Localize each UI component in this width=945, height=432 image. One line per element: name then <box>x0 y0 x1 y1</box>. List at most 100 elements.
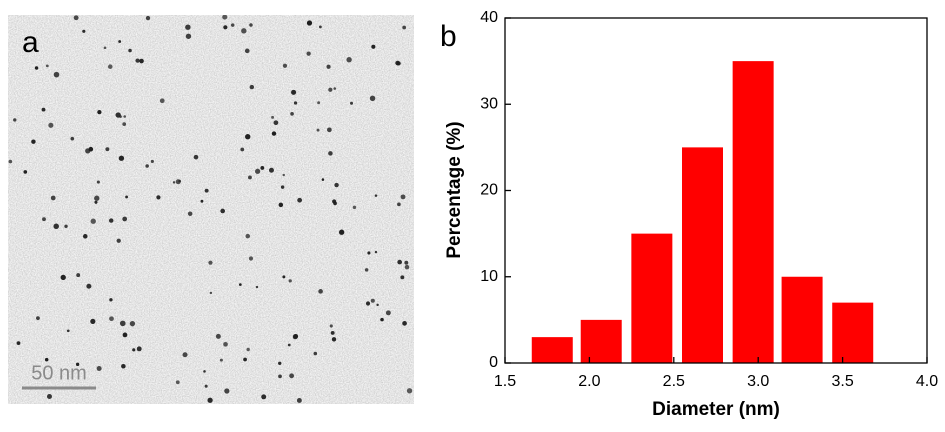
particle <box>248 256 254 261</box>
particle <box>334 182 339 188</box>
particle <box>119 320 126 327</box>
particle <box>255 168 261 174</box>
particle <box>318 289 323 294</box>
particle <box>402 25 407 30</box>
particle <box>42 217 46 222</box>
particle <box>44 357 49 362</box>
particle <box>73 15 79 21</box>
particle <box>222 15 228 20</box>
particle <box>193 154 199 160</box>
particle <box>306 51 311 56</box>
particle <box>400 194 406 200</box>
particle <box>159 98 165 104</box>
particle <box>88 146 94 152</box>
particle <box>185 33 192 39</box>
particle <box>365 301 371 306</box>
particle <box>306 20 313 26</box>
particle <box>374 194 378 197</box>
particle <box>53 71 60 78</box>
x-tick-label: 2.0 <box>578 373 600 390</box>
particle <box>200 199 204 203</box>
y-tick-label: 10 <box>480 268 498 285</box>
particle <box>331 337 337 342</box>
particle <box>282 63 288 68</box>
particle <box>96 366 102 371</box>
particle <box>238 283 242 286</box>
particle <box>404 264 410 270</box>
particle <box>400 275 405 280</box>
particle <box>207 397 213 403</box>
particle <box>224 388 230 394</box>
particle <box>204 384 208 388</box>
particle <box>109 298 113 302</box>
particle <box>376 303 379 307</box>
particle <box>36 316 40 321</box>
particle <box>338 229 345 235</box>
particle <box>46 394 52 399</box>
particle <box>406 388 413 394</box>
particle <box>395 60 400 66</box>
particle <box>367 251 371 255</box>
particle <box>255 285 259 289</box>
particle <box>125 195 129 199</box>
particle <box>16 341 21 345</box>
particle <box>282 275 286 279</box>
particle <box>288 279 292 283</box>
particle <box>327 127 332 133</box>
particle <box>34 66 39 70</box>
particle <box>246 347 250 352</box>
y-tick-label: 40 <box>480 9 498 26</box>
particle <box>122 122 127 127</box>
particle <box>50 195 56 201</box>
particle <box>96 180 100 184</box>
particle <box>139 58 144 64</box>
particle <box>122 332 128 338</box>
particle <box>122 216 128 222</box>
particle <box>8 159 13 164</box>
particle <box>333 87 337 90</box>
particle <box>129 321 136 327</box>
particle <box>175 380 180 385</box>
particle <box>380 317 384 322</box>
particle <box>41 107 46 112</box>
particle <box>333 201 337 206</box>
particle <box>105 147 110 152</box>
panel-label: b <box>440 20 457 53</box>
particle <box>404 260 409 265</box>
particle <box>182 352 188 358</box>
particle <box>370 298 375 303</box>
particle <box>293 333 299 339</box>
particle <box>64 224 68 229</box>
bar <box>832 302 874 363</box>
particle <box>136 346 142 352</box>
particle <box>241 28 247 34</box>
particle <box>82 29 86 33</box>
particle <box>31 139 36 144</box>
particle <box>75 362 80 367</box>
particle <box>145 15 151 21</box>
particle <box>248 175 252 180</box>
particle <box>268 167 274 173</box>
particle <box>328 87 333 92</box>
particle <box>402 321 407 326</box>
particle <box>172 181 176 184</box>
particle <box>66 329 70 333</box>
particle <box>278 202 284 208</box>
particle <box>209 291 213 295</box>
particle <box>86 283 92 289</box>
particle <box>187 211 193 216</box>
particle <box>289 373 295 379</box>
particle <box>317 101 321 105</box>
x-tick-label: 1.5 <box>494 373 516 390</box>
y-tick-label: 30 <box>480 95 498 112</box>
particle <box>329 324 333 328</box>
particle <box>53 223 59 230</box>
particle <box>371 44 376 49</box>
panel-label: a <box>22 26 39 59</box>
particle <box>297 197 303 203</box>
bar <box>631 233 673 363</box>
particle <box>245 134 251 140</box>
particle <box>282 173 285 177</box>
particle <box>243 357 247 362</box>
